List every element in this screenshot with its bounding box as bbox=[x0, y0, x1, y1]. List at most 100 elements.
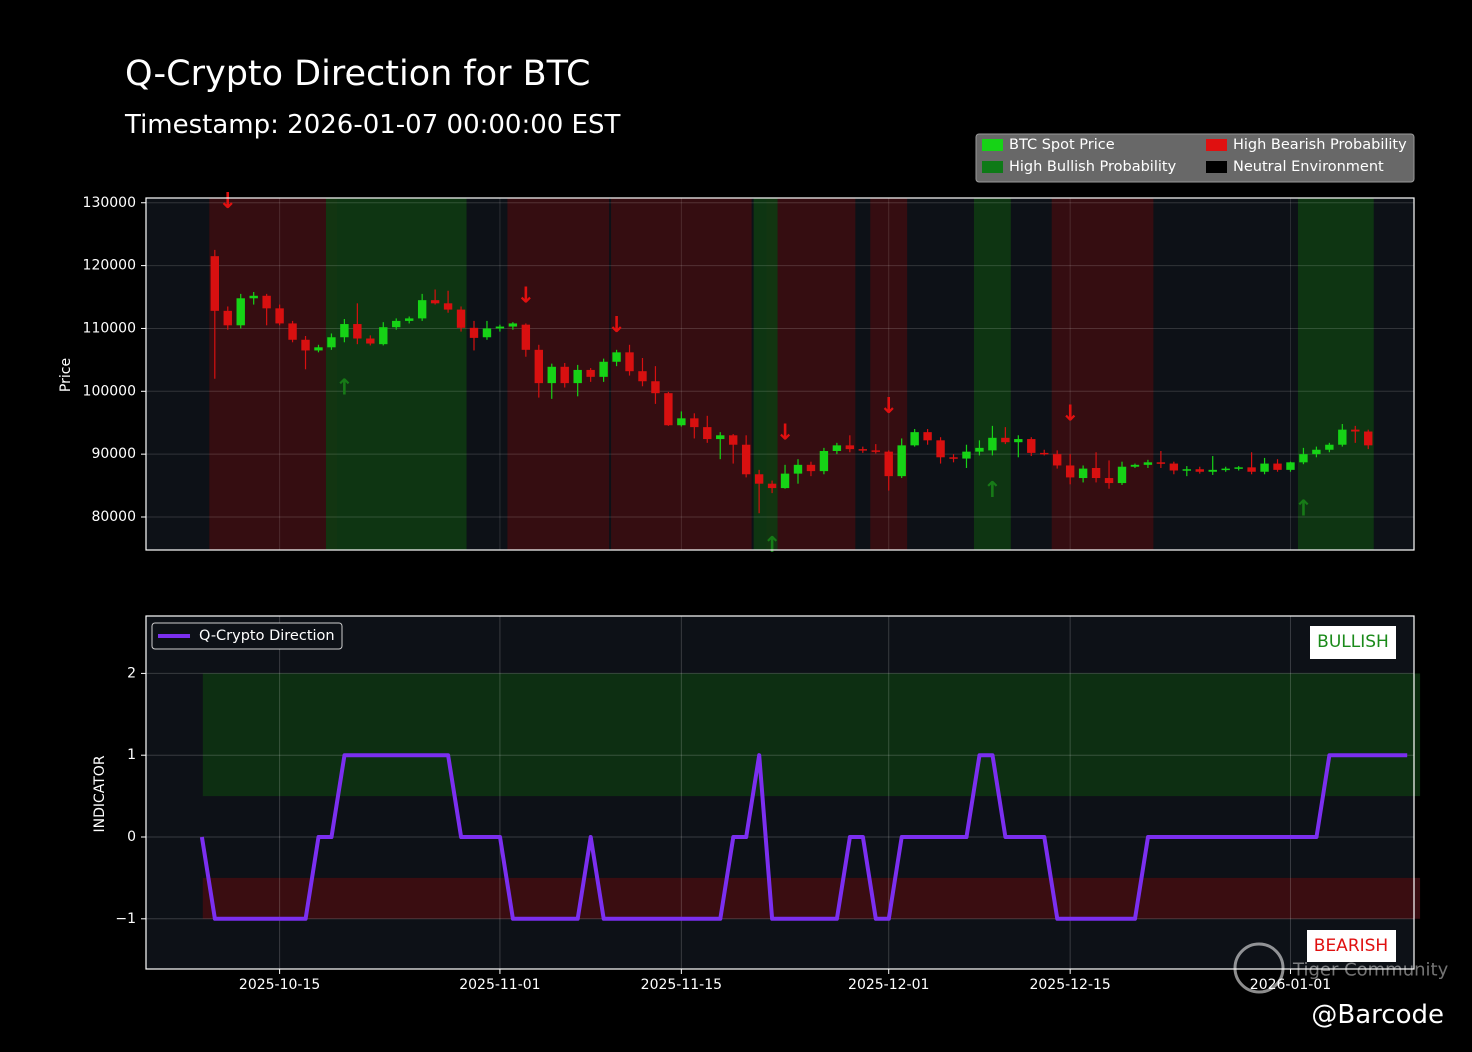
price-axis-label: Price bbox=[58, 358, 74, 392]
bullish-candle bbox=[508, 323, 518, 327]
indicator-legend-label: Q-Crypto Direction bbox=[199, 628, 335, 644]
indicator-tick-label: −1 bbox=[115, 911, 136, 927]
bearish-candle bbox=[1156, 462, 1166, 464]
bearish-candle bbox=[651, 381, 660, 394]
bullish-candle bbox=[1182, 469, 1191, 471]
bearish-candle bbox=[443, 303, 453, 310]
bearish-label-text: BEARISH bbox=[1314, 936, 1388, 956]
bearish-zone bbox=[1051, 198, 1154, 550]
bearish-signal-arrow: ↓ bbox=[607, 313, 625, 338]
bearish-zone bbox=[611, 198, 752, 550]
bearish-candle bbox=[223, 310, 232, 326]
bullish-candle bbox=[314, 347, 323, 351]
bullish-candle bbox=[612, 352, 621, 362]
bullish-zone bbox=[1297, 198, 1374, 550]
tiger-logo-icon bbox=[1233, 942, 1285, 994]
price-tick-label: 130000 bbox=[83, 195, 136, 211]
bearish-candle bbox=[521, 324, 531, 350]
bullish-zone bbox=[753, 198, 778, 550]
bearish-candle bbox=[767, 483, 777, 489]
legend-swatch bbox=[1206, 139, 1227, 151]
bullish-candle bbox=[1325, 444, 1334, 450]
bullish-signal-arrow: ↑ bbox=[983, 478, 1001, 503]
bullish-zone-label: BULLISH bbox=[1310, 626, 1396, 659]
bullish-candle bbox=[677, 418, 686, 426]
bullish-zone bbox=[325, 198, 467, 550]
bearish-candle bbox=[1065, 465, 1075, 478]
bullish-candle bbox=[405, 318, 414, 321]
bearish-signal-arrow: ↓ bbox=[517, 283, 535, 308]
bearish-candle bbox=[638, 371, 647, 382]
q-crypto-direction-line bbox=[199, 753, 1408, 921]
bearish-zone bbox=[209, 198, 337, 550]
indicator-tick-label: 1 bbox=[127, 747, 136, 763]
bullish-candle bbox=[819, 451, 829, 472]
indicator-bands bbox=[202, 673, 1421, 919]
bearish-candle bbox=[534, 349, 543, 384]
legend-swatch bbox=[982, 139, 1003, 151]
bearish-candle bbox=[1247, 467, 1256, 472]
bearish-candle bbox=[871, 450, 880, 452]
bullish-candle bbox=[392, 320, 401, 328]
bullish-candle bbox=[1299, 454, 1308, 463]
bullish-candle bbox=[482, 328, 492, 338]
price-tick-label: 110000 bbox=[83, 320, 136, 336]
bullish-label-text: BULLISH bbox=[1317, 632, 1389, 652]
bearish-candle bbox=[690, 418, 699, 428]
bearish-candle bbox=[729, 435, 738, 445]
chart-subtitle: Timestamp: 2026-01-07 00:00:00 EST bbox=[125, 110, 621, 140]
bearish-candle bbox=[1169, 463, 1179, 471]
date-tick-label: 2025-12-01 bbox=[848, 977, 929, 993]
indicator-panel-frame bbox=[145, 615, 1415, 970]
indicator-y-ticks: −1 0 1 2 bbox=[115, 665, 146, 927]
bullish-candle bbox=[1130, 464, 1140, 467]
price-tick-label: 120000 bbox=[83, 258, 136, 274]
bearish-candle bbox=[288, 323, 297, 340]
price-tick-label: 80000 bbox=[91, 509, 136, 525]
bearish-signal-arrow: ↓ bbox=[880, 394, 898, 419]
chart-title: Q-Crypto Direction for BTC bbox=[125, 54, 591, 94]
bearish-candle bbox=[301, 339, 310, 351]
bullish-candle bbox=[832, 445, 842, 452]
bullish-candle bbox=[327, 337, 336, 348]
bullish-candle bbox=[962, 451, 971, 459]
bearish-signal-arrow: ↓ bbox=[776, 420, 794, 445]
indicator-tick-label: 2 bbox=[127, 665, 136, 681]
bullish-candle bbox=[1117, 466, 1127, 484]
price-y-ticks: 80000 90000 100000 110000 120000 130000 bbox=[83, 195, 146, 525]
price-tick-label: 100000 bbox=[83, 383, 136, 399]
price-panel: ↓ ↓ ↓ ↓ ↓ ↓ ↑ ↑ ↑ ↑ 80000 90000 100000 110000 120000 1… bbox=[58, 189, 1415, 558]
bullish-zone bbox=[973, 198, 1011, 550]
bullish-candle bbox=[379, 327, 388, 345]
bearish-candle bbox=[586, 369, 595, 377]
price-zones bbox=[209, 198, 1374, 550]
bearish-candle bbox=[806, 464, 816, 472]
bearish-zone bbox=[766, 198, 856, 550]
legend-box bbox=[975, 133, 1415, 183]
legend-label: High Bearish Probability bbox=[1233, 137, 1407, 153]
bearish-candle bbox=[1001, 437, 1010, 443]
bearish-candle bbox=[858, 449, 867, 451]
bearish-label-box bbox=[1307, 930, 1396, 962]
legend-label: Neutral Environment bbox=[1233, 159, 1384, 175]
bullish-candle bbox=[1338, 429, 1347, 445]
bearish-candle bbox=[1351, 429, 1360, 432]
bearish-candle bbox=[1273, 463, 1282, 470]
bullish-candle bbox=[1014, 439, 1023, 443]
bearish-band bbox=[202, 877, 1421, 919]
bearish-candle bbox=[754, 474, 764, 484]
bearish-candle bbox=[884, 451, 893, 477]
bearish-candle bbox=[1040, 452, 1049, 455]
bearish-candle bbox=[625, 352, 634, 372]
bullish-candle bbox=[793, 464, 803, 474]
bearish-candle bbox=[430, 300, 440, 304]
bearish-candle bbox=[1027, 439, 1036, 453]
bullish-candle bbox=[1286, 462, 1295, 470]
bearish-candle bbox=[664, 393, 673, 426]
bullish-candle bbox=[897, 445, 906, 477]
bullish-band bbox=[202, 673, 1421, 797]
bearish-candle bbox=[1091, 467, 1101, 479]
indicator-legend-box bbox=[151, 622, 343, 650]
indicator-tick-label: 0 bbox=[127, 829, 136, 845]
bullish-candle bbox=[236, 298, 245, 326]
